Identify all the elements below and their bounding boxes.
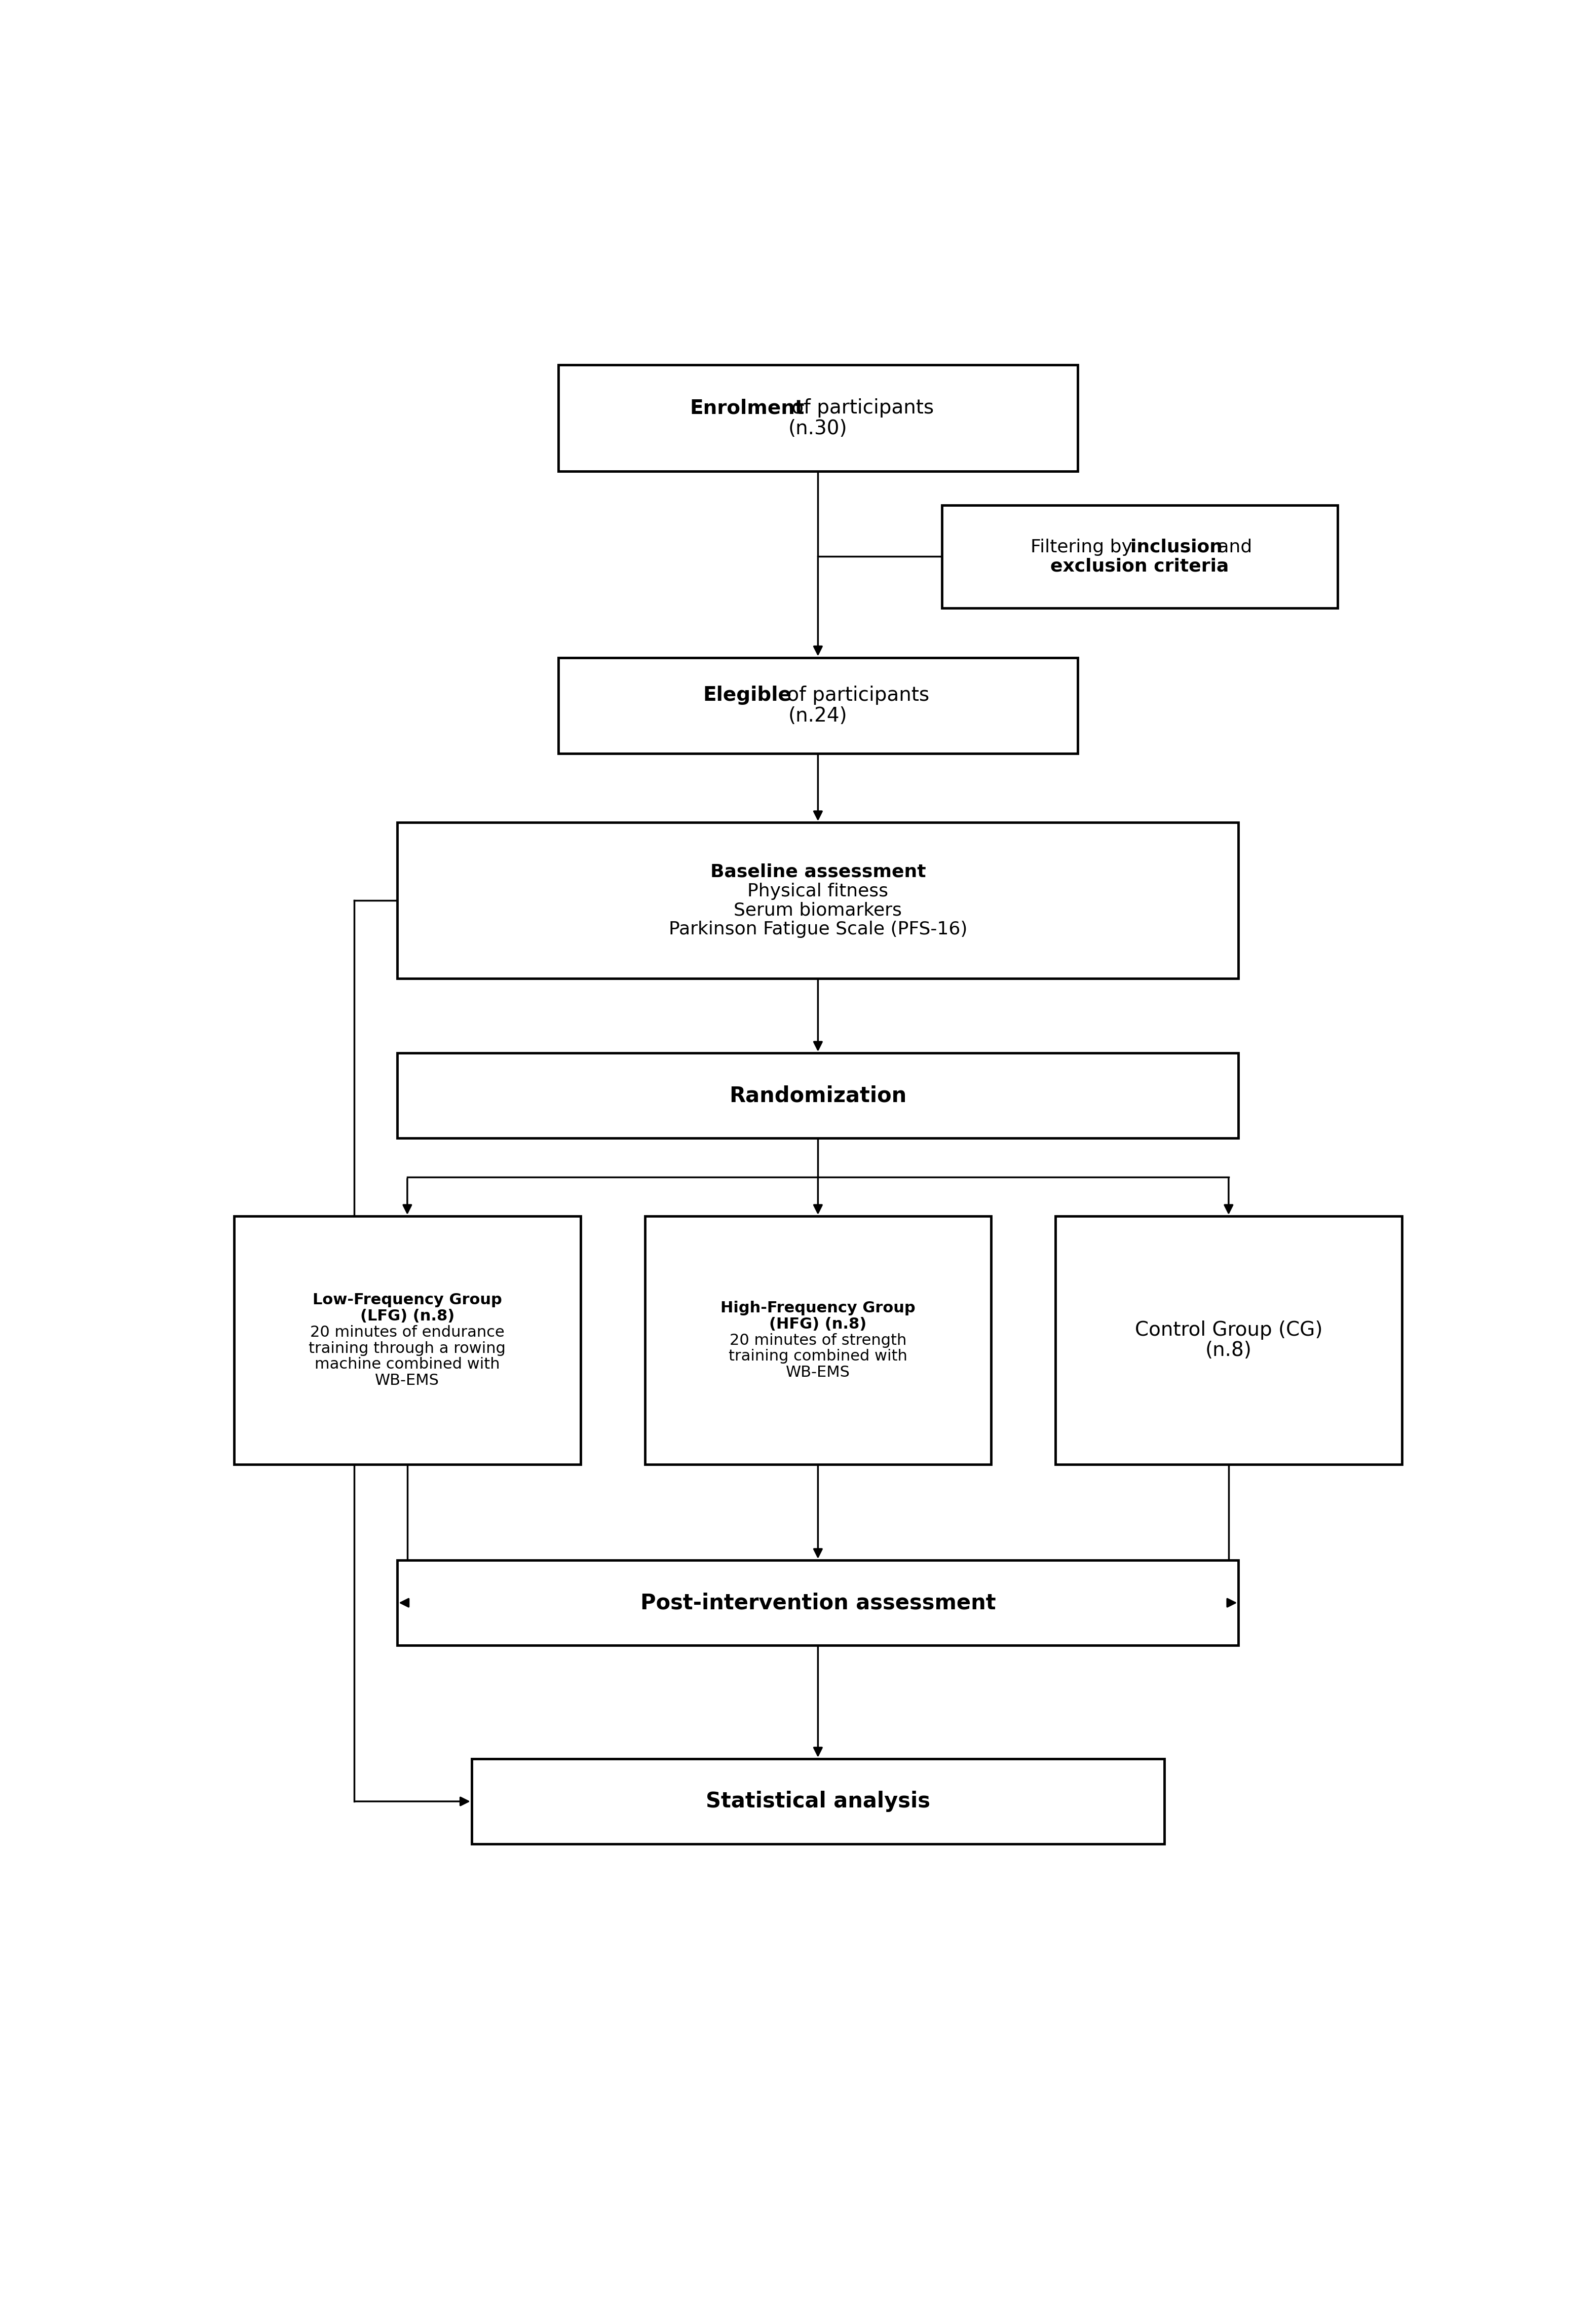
Text: inclusion: inclusion bbox=[1130, 539, 1223, 555]
Bar bbox=[397, 1559, 1238, 1644]
Text: WB-EMS: WB-EMS bbox=[375, 1373, 439, 1389]
Text: Baseline assessment: Baseline assessment bbox=[710, 864, 926, 880]
Text: Post-intervention assessment: Post-intervention assessment bbox=[640, 1591, 996, 1614]
Text: machine combined with: machine combined with bbox=[314, 1356, 500, 1373]
Text: Filtering by: Filtering by bbox=[1031, 539, 1138, 555]
Text: Randomization: Randomization bbox=[729, 1085, 907, 1105]
Text: training combined with: training combined with bbox=[728, 1350, 908, 1363]
Text: Enrolment: Enrolment bbox=[689, 398, 804, 417]
Bar bbox=[472, 1759, 1165, 1845]
Text: of participants: of participants bbox=[785, 398, 934, 417]
Text: Physical fitness: Physical fitness bbox=[747, 882, 889, 900]
Bar bbox=[235, 1216, 581, 1465]
Text: Statistical analysis: Statistical analysis bbox=[705, 1792, 930, 1812]
Text: WB-EMS: WB-EMS bbox=[785, 1366, 851, 1379]
Text: of participants: of participants bbox=[780, 686, 929, 705]
Text: Parkinson Fatigue Scale (PFS-16): Parkinson Fatigue Scale (PFS-16) bbox=[669, 921, 967, 937]
Text: (HFG) (n.8): (HFG) (n.8) bbox=[769, 1317, 867, 1331]
Bar bbox=[645, 1216, 991, 1465]
Text: exclusion criteria: exclusion criteria bbox=[1050, 557, 1229, 576]
Text: Low-Frequency Group: Low-Frequency Group bbox=[313, 1292, 503, 1308]
Bar bbox=[942, 504, 1337, 608]
Text: (n.24): (n.24) bbox=[788, 707, 847, 725]
Text: Serum biomarkers: Serum biomarkers bbox=[734, 900, 902, 919]
Text: 20 minutes of strength: 20 minutes of strength bbox=[729, 1333, 907, 1347]
Text: (n.30): (n.30) bbox=[788, 419, 847, 438]
Text: 20 minutes of endurance: 20 minutes of endurance bbox=[310, 1324, 504, 1340]
Bar bbox=[559, 366, 1077, 472]
Text: Control Group (CG): Control Group (CG) bbox=[1135, 1320, 1323, 1340]
Bar bbox=[1055, 1216, 1401, 1465]
Text: Elegible: Elegible bbox=[702, 686, 792, 705]
Bar bbox=[397, 1052, 1238, 1138]
Bar bbox=[397, 822, 1238, 979]
Text: (LFG) (n.8): (LFG) (n.8) bbox=[361, 1308, 455, 1324]
Bar bbox=[559, 659, 1077, 753]
Text: and: and bbox=[1211, 539, 1251, 555]
Text: training through a rowing: training through a rowing bbox=[308, 1340, 506, 1356]
Text: High-Frequency Group: High-Frequency Group bbox=[720, 1301, 916, 1315]
Text: (n.8): (n.8) bbox=[1205, 1340, 1251, 1361]
